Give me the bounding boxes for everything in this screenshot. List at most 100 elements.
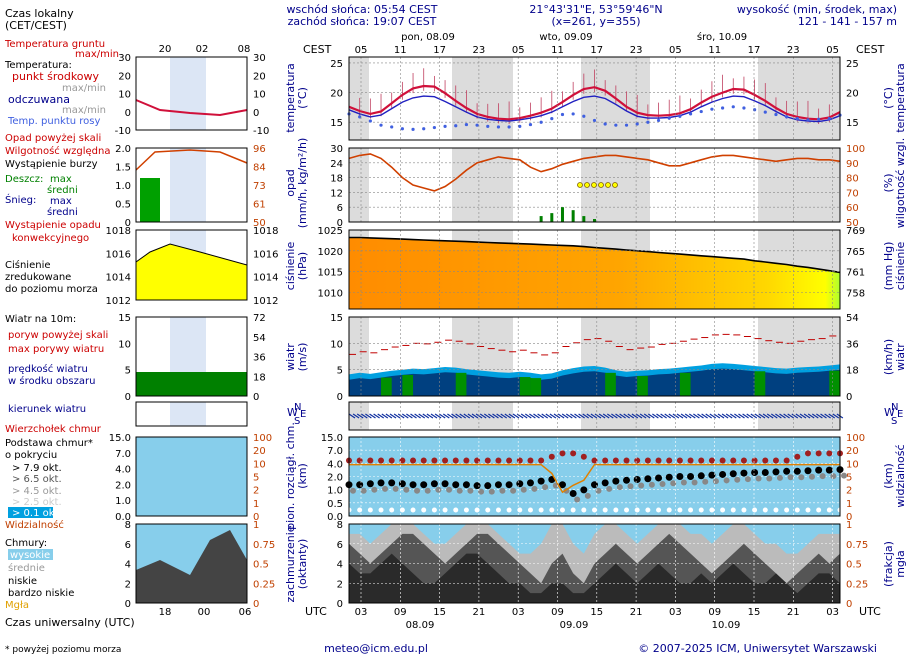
legend-ytick-right: -10 — [253, 126, 269, 137]
wind-direction-arrow — [758, 413, 766, 419]
cloud-top-dot — [804, 450, 811, 457]
legend-ytick-left: 5 — [125, 366, 131, 377]
cloud-left-unit: (km) — [296, 463, 309, 489]
cloud-base-dot-mid — [424, 487, 431, 494]
legend-ytick-left: 10 — [118, 339, 131, 350]
dew-point-dot — [720, 106, 725, 110]
cloud-base-dot-mid — [680, 479, 687, 486]
cloud-base-dot-low — [506, 507, 512, 513]
cloud-top-dot — [570, 450, 577, 457]
cloud-base-dot-low — [762, 507, 768, 513]
wind-ytick-right: 18 — [846, 366, 859, 377]
legend-panels: -100102030-10010203000.51.01.52.05061738… — [106, 44, 279, 618]
cloud-top-dot — [378, 457, 385, 464]
fog-ytick-right: 0 — [846, 599, 852, 610]
dew-point-dot — [742, 106, 746, 110]
temp-left-unit: (°C) — [296, 87, 309, 109]
humidity-ytick-right: 100 — [846, 144, 865, 155]
legend-ytick-right: 0.25 — [253, 579, 275, 590]
cloud-top-dot — [484, 457, 491, 464]
legend-panel-night — [170, 402, 206, 426]
legend-okt-65: > 6.5 okt. — [12, 474, 62, 485]
storm-marker — [612, 182, 618, 188]
press-right-unit: (mm Hg) — [882, 242, 895, 291]
precip-ytick-left: 6 — [337, 203, 343, 214]
wind-direction-arrow — [451, 413, 458, 419]
cloud-top-dot — [356, 457, 363, 464]
cloud-base-dot-mid — [670, 480, 677, 487]
wind-left-label: wiatr — [284, 343, 297, 371]
wind-direction-arrow — [459, 413, 467, 419]
wind-direction-arrow — [627, 413, 635, 419]
wind-direction-arrow — [455, 413, 462, 419]
legend-ytick-left: 2 — [125, 579, 131, 590]
footer-email[interactable]: meteo@icm.edu.pl — [324, 642, 428, 655]
pressure-ytick-left: 1020 — [318, 247, 343, 258]
cloud-base-dot-low — [805, 507, 811, 513]
temp-ytick-left: 25 — [330, 59, 343, 70]
cloud-base-dot — [761, 469, 769, 477]
legend-fog-above: Opad powyżej skali — [5, 133, 101, 144]
cloud-base-dot — [793, 467, 801, 475]
cloud-base-dot — [558, 481, 566, 489]
legend-high: wysokie — [10, 550, 50, 561]
legend-snow-max: max — [50, 196, 72, 207]
wind-direction-arrow — [779, 413, 786, 419]
legend-okt-79: > 7.9 okt. — [12, 463, 62, 474]
cloud-base-dot-low — [624, 507, 630, 513]
wind-direction-arrow — [422, 413, 430, 419]
fog-ytick-right: 0.25 — [846, 579, 868, 590]
legend-ytick-right: 61 — [253, 200, 266, 211]
sunrise-text: wschód słońca: 05:54 CEST — [286, 3, 437, 16]
dew-point-dot — [454, 124, 458, 128]
legend-pressure-3: do poziomu morza — [5, 284, 98, 295]
visibility-ytick-right: 0 — [846, 512, 852, 523]
legend-pressure-1: Ciśnienie — [5, 259, 51, 271]
legend-ytick-left: 30 — [118, 53, 131, 64]
cloud-base-dot — [526, 479, 534, 487]
wind-strong-segment — [381, 377, 392, 396]
cloud-base-dot-low — [688, 507, 694, 513]
wind-direction-arrow — [537, 413, 544, 419]
dew-point-dot — [379, 123, 383, 127]
cloud-top-dot — [452, 457, 459, 464]
cloud-base-dot-mid — [499, 487, 506, 494]
cloud-top-dot — [676, 457, 683, 464]
wind-direction-arrow — [582, 413, 590, 419]
legend-ytick-left: 1012 — [106, 296, 131, 307]
precip-bar — [560, 207, 564, 222]
panel-side-labels: temperatura (°C) (°C) temperatura opad (… — [284, 63, 907, 602]
legend-wind-area: w środku obszaru — [8, 375, 95, 387]
wind-direction-arrow — [791, 413, 799, 419]
temp-left-label: temperatura — [284, 63, 297, 132]
legend-temp-line — [135, 99, 248, 117]
sunset-text: zachód słońca: 19:07 CEST — [288, 15, 437, 28]
cloud-base-dot — [729, 470, 737, 478]
cloud-base-dot — [623, 476, 631, 484]
humidity-line — [348, 153, 841, 192]
dir-night-0 — [349, 402, 369, 430]
wind-direction-arrow — [701, 413, 708, 419]
cloud-base-dot-low — [592, 507, 597, 513]
legend-panel-frame — [135, 401, 248, 427]
wind-direction-arrow — [660, 413, 667, 419]
legend-ytick-left: 1.0 — [115, 496, 131, 507]
cloud-left-label: pion. rozciągł. chm. — [284, 422, 297, 530]
wind-direction-arrow — [471, 413, 479, 419]
wind-direction-arrow — [746, 413, 754, 419]
wind-direction-arrow — [430, 413, 438, 419]
cloud-base-dot-low — [517, 507, 523, 513]
legend-panel-frame — [135, 316, 248, 397]
legend-utc-time: Czas uniwersalny (UTC) — [5, 616, 135, 629]
wind-direction-arrow — [426, 413, 434, 419]
wind-direction-arrow — [373, 413, 380, 419]
wind-direction-arrow — [688, 413, 696, 419]
dew-point-dot — [443, 124, 447, 128]
legend-local-time: Czas lokalny — [5, 7, 74, 20]
wind-direction-arrow — [643, 413, 651, 419]
day-label-top: śro, 10.09 — [697, 31, 747, 43]
cloud-base-dot-low — [538, 507, 544, 513]
dir-frame — [348, 401, 841, 431]
cloud-ytick-left: 0.5 — [327, 499, 343, 510]
cover-very-low-area — [349, 553, 840, 603]
